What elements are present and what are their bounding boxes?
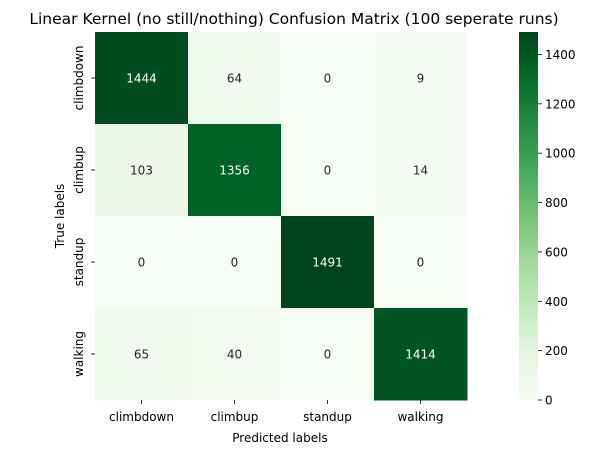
- x-tick-label: climbdown: [109, 410, 174, 424]
- colorbar-tick-label: 800: [545, 196, 568, 210]
- chart-title: Linear Kernel (no still/nothing) Confusi…: [29, 10, 558, 28]
- cell-value-label: 1444: [126, 72, 157, 86]
- cell-value-label: 40: [227, 348, 242, 362]
- colorbar-tick-label: 0: [545, 394, 553, 408]
- y-axis-ticks: climbdown climbup standup walking: [72, 46, 95, 377]
- x-tick-label: standup: [303, 410, 352, 424]
- colorbar-tick-label: 1400: [545, 48, 576, 62]
- cell-value-label: 0: [324, 72, 332, 86]
- cell-value-label: 65: [134, 348, 149, 362]
- x-axis-ticks: climbdown climbup standup walking: [109, 400, 443, 424]
- x-tick-label: climbup: [211, 410, 259, 424]
- cell-value-label: 0: [417, 256, 425, 270]
- cell-value-label: 1414: [405, 348, 436, 362]
- colorbar: [519, 32, 538, 400]
- cell-value-label: 1491: [312, 256, 343, 270]
- colorbar-ticks: 0 200 400 600 800 1000 1200 1400: [538, 48, 576, 408]
- heatmap-cells: [95, 32, 468, 401]
- x-axis-label: Predicted labels: [232, 431, 327, 445]
- colorbar-tick-label: 600: [545, 245, 568, 259]
- cell-value-label: 9: [417, 72, 425, 86]
- cell-value-label: 0: [138, 256, 146, 270]
- cell-value-label: 14: [413, 164, 428, 178]
- cell-value-label: 64: [227, 72, 242, 86]
- y-tick-label: climbup: [72, 146, 86, 194]
- cell-value-label: 0: [324, 164, 332, 178]
- colorbar-tick-label: 1200: [545, 97, 576, 111]
- cell-value-label: 1356: [219, 164, 250, 178]
- cell-value-label: 0: [324, 348, 332, 362]
- colorbar-tick-label: 1000: [545, 147, 576, 161]
- cell-value-label: 0: [231, 256, 239, 270]
- x-tick-label: walking: [397, 410, 443, 424]
- y-tick-label: standup: [72, 238, 86, 287]
- cell-value-label: 103: [130, 164, 153, 178]
- colorbar-tick-label: 200: [545, 344, 568, 358]
- y-axis-label: True labels: [53, 184, 67, 250]
- y-tick-label: walking: [72, 331, 86, 377]
- colorbar-tick-label: 400: [545, 295, 568, 309]
- y-tick-label: climbdown: [72, 46, 86, 111]
